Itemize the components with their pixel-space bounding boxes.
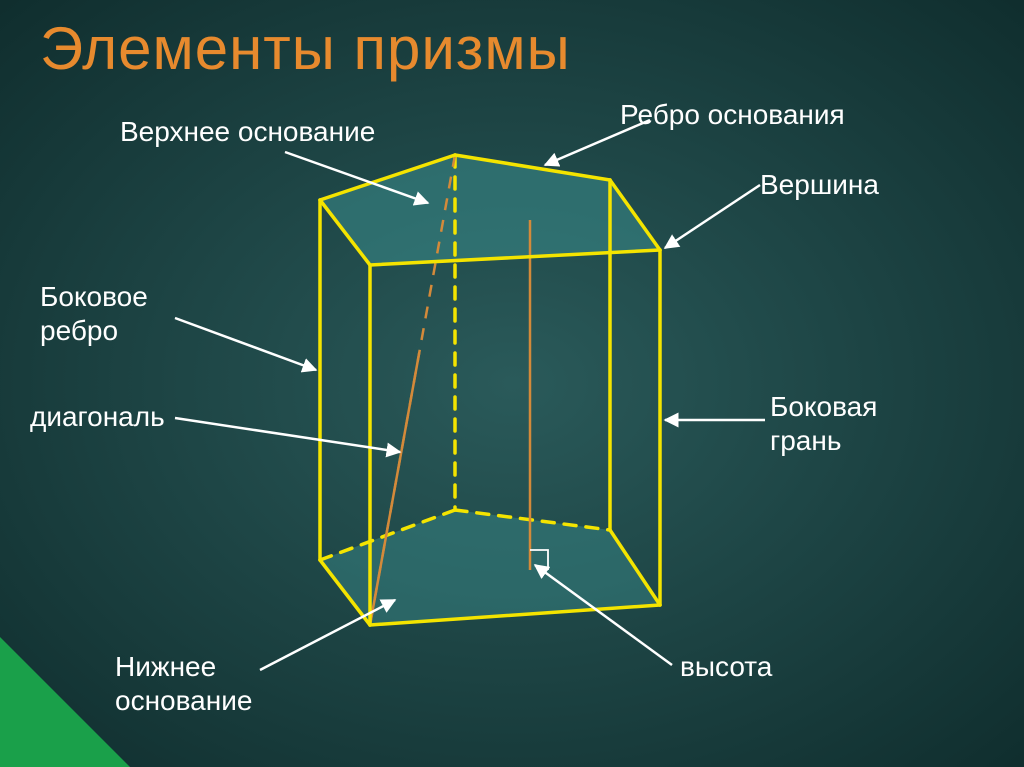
label-diagonal: диагональ xyxy=(30,400,165,434)
label-base_edge: Ребро основания xyxy=(620,98,845,132)
arrow-top_base xyxy=(285,152,428,203)
label-top_base: Верхнее основание xyxy=(120,115,375,149)
arrow-side_edge xyxy=(175,318,316,370)
label-vertex: Вершина xyxy=(760,168,879,202)
arrow-diagonal xyxy=(175,418,400,452)
label-bottom_base: Нижнее основание xyxy=(115,650,252,717)
label-side_edge: Боковое ребро xyxy=(40,280,148,347)
label-height: высота xyxy=(680,650,772,684)
arrow-bottom_base xyxy=(260,600,395,670)
arrow-height xyxy=(535,565,672,665)
arrow-vertex xyxy=(665,185,760,248)
slide-title: Элементы призмы xyxy=(40,14,571,83)
label-side_face: Боковая грань xyxy=(770,390,877,457)
